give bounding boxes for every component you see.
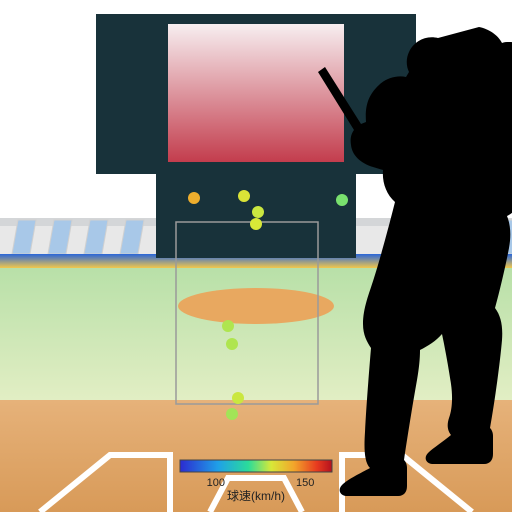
pitch-marker — [252, 206, 264, 218]
pitch-marker — [336, 194, 348, 206]
scoreboard-screen — [168, 24, 344, 162]
pitch-marker — [222, 320, 234, 332]
pitch-marker — [250, 218, 262, 230]
pitch-marker — [226, 338, 238, 350]
speed-legend-tick: 100 — [207, 477, 225, 489]
pitch-marker — [232, 392, 244, 404]
speed-legend-tick: 150 — [296, 477, 314, 489]
pitch-marker — [188, 192, 200, 204]
pitch-marker — [238, 190, 250, 202]
pitchers-mound — [178, 288, 334, 324]
speed-legend-label: 球速(km/h) — [227, 489, 285, 503]
speed-legend-bar — [180, 460, 332, 472]
figure-canvas: 100 150 球速(km/h) — [0, 0, 512, 512]
pitch-marker — [226, 408, 238, 420]
pitch-location-figure: 100 150 球速(km/h) — [0, 0, 512, 512]
